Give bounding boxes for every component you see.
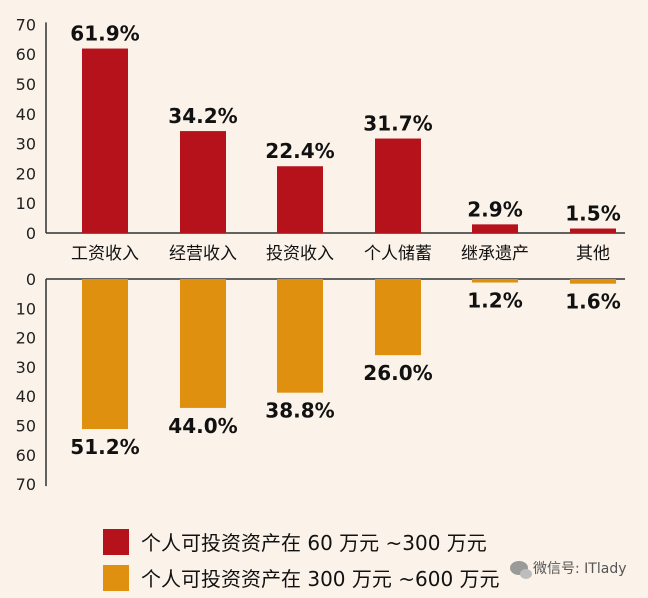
bar-bottom: [82, 279, 128, 430]
data-label-top: 2.9%: [467, 197, 522, 221]
chart: 0 10 20 30 40 50 60 70 0 10 20 30 40 50 60 70 工资收入 经营收入 投…: [16, 15, 625, 494]
category-label: 工资收入: [71, 244, 139, 264]
legend-label-series-2: 个人可投资资产在 300 万元 ~600 万元: [141, 567, 500, 591]
series-top-bars: 61.9% 34.2% 22.4% 31.7% 2.9% 1.5%: [70, 22, 621, 234]
bar-bottom: [180, 279, 226, 408]
bottom-y-tick-label: 50: [16, 417, 36, 436]
top-y-tick-label: 40: [16, 105, 36, 124]
top-y-tick-label: 10: [16, 194, 36, 213]
category-label: 经营收入: [169, 244, 237, 264]
bottom-y-tick-label: 60: [16, 446, 36, 465]
data-label-bottom: 51.2%: [70, 435, 139, 459]
data-label-bottom: 44.0%: [168, 414, 237, 438]
category-labels: 工资收入 经营收入 投资收入 个人储蓄 继承遗产 其他: [71, 244, 610, 264]
bottom-y-tick-label: 70: [16, 475, 36, 494]
category-label: 继承遗产: [461, 244, 529, 264]
series-bottom-bars: 51.2% 44.0% 38.8% 26.0% 1.2% 1.6%: [70, 279, 621, 459]
bar-bottom: [570, 279, 616, 284]
axes: 0 10 20 30 40 50 60 70 0 10 20 30 40 50 60 70: [16, 15, 625, 494]
category-label: 投资收入: [266, 244, 334, 264]
data-label-bottom: 1.2%: [467, 289, 522, 313]
top-y-tick-label: 30: [16, 135, 36, 154]
bottom-y-tick-label: 30: [16, 358, 36, 377]
bar-bottom: [375, 279, 421, 356]
top-y-tick-label: 0: [26, 224, 36, 243]
bottom-y-tick-label: 10: [16, 299, 36, 318]
bar-top: [180, 131, 226, 233]
watermark-text: 微信号: ITlady: [533, 561, 627, 577]
top-y-tick-label: 60: [16, 45, 36, 64]
top-y-tick-label: 70: [16, 15, 36, 34]
legend-swatch-series-2: [103, 564, 129, 591]
bar-bottom: [277, 279, 323, 393]
category-label: 其他: [576, 244, 610, 264]
bar-top: [82, 48, 128, 234]
data-label-bottom: 38.8%: [265, 399, 334, 423]
wechat-icon: [510, 561, 532, 579]
watermark: 微信号: ITlady: [510, 558, 627, 579]
bottom-y-tick-label: 40: [16, 387, 36, 406]
top-y-tick-label: 20: [16, 164, 36, 183]
legend-item-series-1: 个人可投资资产在 60 万元 ~300 万元: [103, 527, 487, 556]
data-label-top: 31.7%: [363, 112, 432, 136]
legend-item-series-2: 个人可投资资产在 300 万元 ~600 万元: [103, 563, 500, 592]
bar-top: [277, 166, 323, 233]
data-label-top: 1.5%: [565, 202, 620, 226]
data-label-top: 61.9%: [70, 22, 139, 46]
legend-swatch-series-1: [103, 528, 129, 555]
data-label-top: 22.4%: [265, 139, 334, 163]
bottom-y-tick-label: 20: [16, 329, 36, 348]
bar-top: [375, 138, 421, 233]
bottom-y-tick-label: 0: [26, 270, 36, 289]
bar-bottom: [472, 279, 518, 283]
top-y-tick-label: 50: [16, 75, 36, 94]
data-label-top: 34.2%: [168, 104, 237, 128]
bar-top: [570, 228, 616, 233]
bar-top: [472, 224, 518, 233]
category-label: 个人储蓄: [364, 244, 432, 264]
legend-label-series-1: 个人可投资资产在 60 万元 ~300 万元: [141, 531, 487, 555]
data-label-bottom: 1.6%: [565, 290, 620, 314]
data-label-bottom: 26.0%: [363, 361, 432, 385]
